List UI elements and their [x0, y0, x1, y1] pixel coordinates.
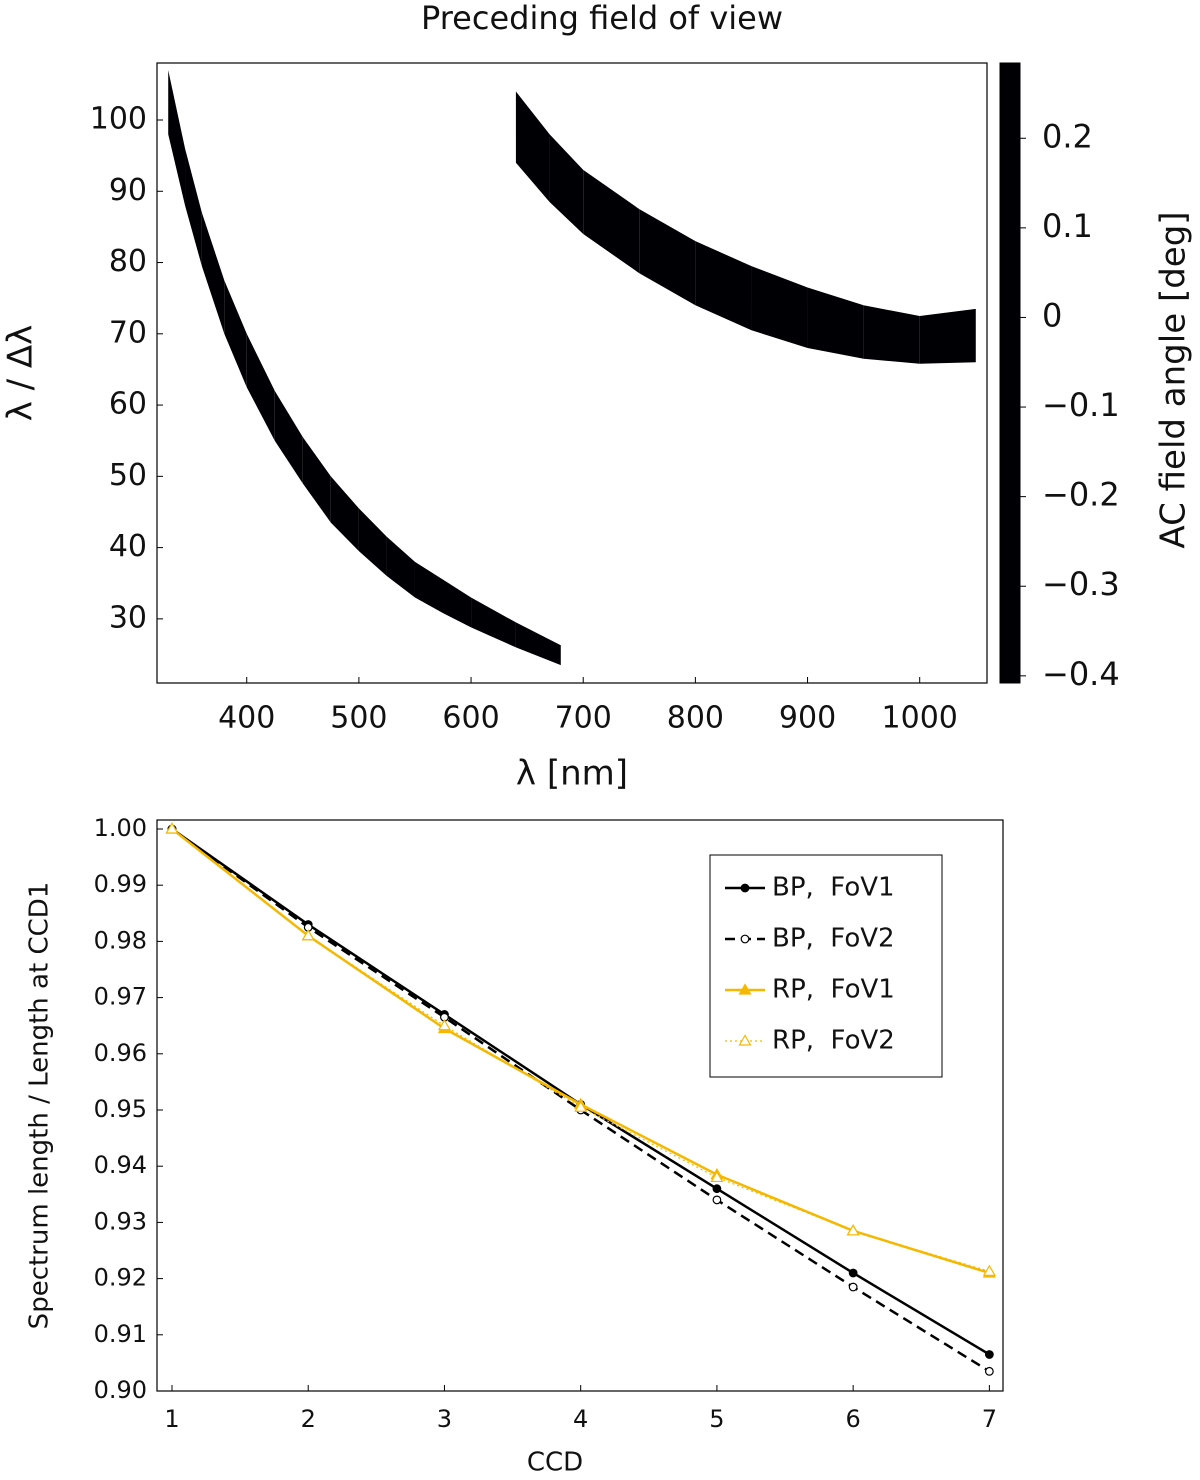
y-tick-label: 0.93	[94, 1207, 147, 1235]
y-tick-label: 0.91	[94, 1320, 147, 1348]
x-tick-label: 800	[667, 701, 724, 736]
band-segment	[443, 579, 472, 628]
colorbar-tick-label: −0.4	[1042, 655, 1120, 693]
band-segment	[168, 70, 186, 206]
marker	[740, 934, 750, 944]
marker	[848, 1268, 858, 1278]
band-segment	[386, 536, 415, 598]
y-tick-label: 50	[109, 458, 147, 493]
marker	[846, 1224, 860, 1236]
y-tick-label: 40	[109, 529, 147, 564]
band-chart: 400 500 600 700 800 900 1000 30 40 50 60 70 80 90 100 P…	[1, 0, 1194, 794]
x-tick-label: 700	[555, 701, 612, 736]
band-segment	[330, 476, 359, 552]
line-chart: 1 2 3 4 5 6 7 0.90 0.91 0.92 0.93 0.94 0.95 0.96 0.97 0…	[25, 814, 1004, 1478]
chart-title: Preceding field of view	[421, 0, 783, 37]
x-tick-label: 400	[218, 701, 275, 736]
band-segment	[185, 148, 202, 267]
legend: BP, FoV1 BP, FoV2 RP, FoV1 RP, FoV2	[709, 854, 943, 1078]
x-tick-label: 500	[330, 701, 387, 736]
x-tick-label: 600	[442, 701, 499, 736]
band-segment	[583, 169, 640, 274]
band-segment	[515, 622, 561, 666]
plot-frame	[156, 819, 1004, 1392]
y-tick-label: 0.95	[94, 1095, 147, 1123]
band-segment	[224, 280, 247, 388]
colorbar-tick-label: −0.2	[1042, 476, 1120, 514]
y-tick-label: 0.97	[94, 983, 147, 1011]
marker	[712, 1184, 722, 1194]
x-tick-label: 1	[164, 1405, 179, 1433]
colorbar	[999, 62, 1021, 684]
y-tick-label: 60	[109, 387, 147, 422]
marker	[574, 1100, 588, 1112]
band-segment	[807, 287, 864, 359]
band-segment	[515, 91, 550, 202]
colorbar-label: AC field angle [deg]	[1154, 211, 1194, 548]
band-segment	[471, 597, 516, 648]
band-segment	[549, 134, 584, 235]
y-tick-label: 0.90	[94, 1376, 147, 1404]
band-segment	[863, 305, 920, 364]
y-axis-label: λ / Δλ	[1, 325, 41, 422]
x-tick-label: 5	[709, 1405, 724, 1433]
marker	[738, 1034, 752, 1046]
y-tick-label: 0.96	[94, 1039, 147, 1067]
y-tick-label: 0.99	[94, 870, 147, 898]
band-segment	[639, 209, 696, 306]
marker	[738, 983, 752, 995]
band-segment	[751, 266, 808, 349]
band-segment	[695, 241, 752, 331]
legend-label: BP, FoV1	[772, 873, 895, 903]
y-tick-label: 100	[90, 102, 147, 137]
colorbar-tick-label: −0.1	[1042, 386, 1120, 424]
band-segment	[919, 308, 976, 364]
legend-box	[709, 854, 943, 1078]
x-tick-label: 7	[982, 1405, 997, 1433]
legend-label: RP, FoV2	[772, 1026, 895, 1056]
band-segment	[302, 437, 331, 523]
x-tick-label: 3	[437, 1405, 452, 1433]
plot-frame	[156, 62, 988, 684]
y-tick-label: 70	[109, 315, 147, 350]
marker	[165, 822, 179, 834]
marker	[740, 883, 750, 893]
x-tick-label: 1000	[882, 701, 958, 736]
marker	[301, 929, 315, 941]
x-tick-label: 6	[846, 1405, 861, 1433]
y-tick-label: 1.00	[94, 814, 147, 842]
y-tick-label: 90	[109, 173, 147, 208]
y-tick-label: 80	[109, 244, 147, 279]
colorbar-tick-label: −0.3	[1042, 565, 1120, 603]
band-segment	[358, 508, 387, 577]
y-tick-label: 0.94	[94, 1151, 147, 1179]
marker	[848, 1282, 858, 1292]
y-tick-label: 0.92	[94, 1264, 147, 1292]
marker	[984, 1366, 994, 1376]
marker	[712, 1195, 722, 1205]
band-segment	[414, 561, 444, 614]
marker	[437, 1018, 451, 1031]
band-segment	[201, 212, 225, 334]
marker	[982, 1264, 996, 1276]
legend-label: RP, FoV1	[772, 975, 895, 1005]
colorbar-tick-label: 0.2	[1042, 117, 1093, 155]
colorbar-tick-label: 0	[1042, 296, 1062, 334]
legend-label: BP, FoV2	[772, 924, 895, 954]
marker	[710, 1170, 724, 1183]
band-segment	[274, 390, 303, 484]
y-tick-label: 30	[109, 600, 147, 635]
colorbar-tick-label: 0.1	[1042, 207, 1093, 245]
x-tick-label: 900	[779, 701, 836, 736]
x-tick-label: 4	[573, 1405, 588, 1433]
marker	[984, 1350, 994, 1359]
band-segment	[246, 333, 275, 441]
x-tick-label: 2	[301, 1405, 316, 1433]
x-axis-label: λ [nm]	[516, 754, 628, 794]
y-axis-label: Spectrum length / Length at CCD1	[25, 882, 55, 1330]
x-axis-label: CCD	[527, 1448, 583, 1478]
y-tick-label: 0.98	[94, 926, 147, 954]
